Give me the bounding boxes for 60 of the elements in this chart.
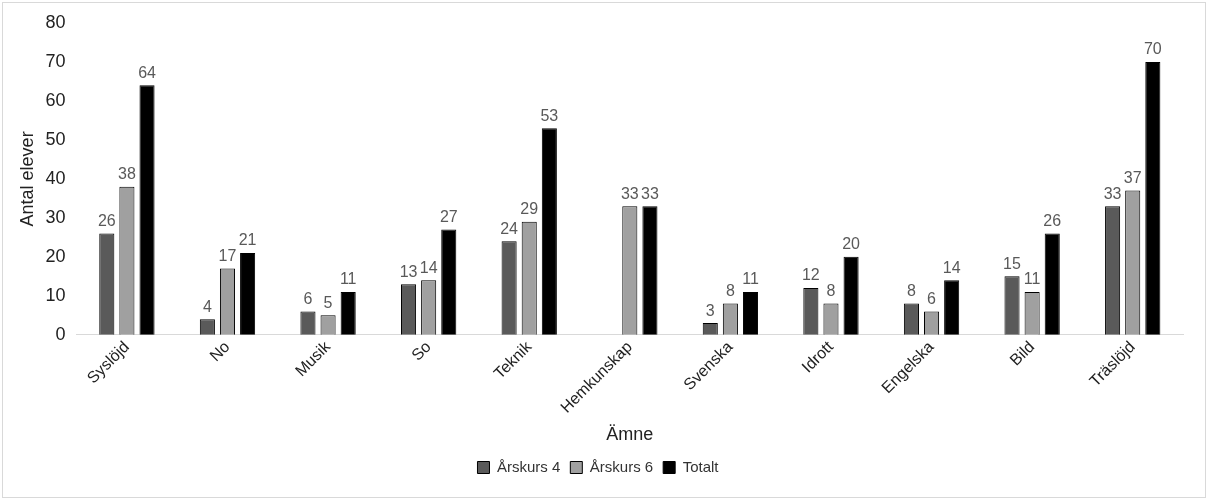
y-tick-label: 80	[45, 11, 66, 32]
data-label: 17	[218, 246, 237, 264]
data-label: 11	[1023, 270, 1041, 288]
data-label: 6	[303, 289, 313, 307]
data-label: 21	[238, 231, 257, 249]
x-tick-label: Bild	[1006, 337, 1038, 369]
legend-label: Årskurs 6	[589, 457, 654, 475]
x-tick-label: So	[408, 337, 434, 364]
bar	[944, 280, 960, 335]
data-label: 4	[202, 297, 212, 315]
data-label: 12	[801, 266, 820, 284]
data-label: 13	[399, 262, 418, 280]
bar	[340, 291, 356, 335]
data-label: 38	[118, 165, 136, 183]
y-tick-label: 70	[45, 50, 66, 71]
y-tick-label: 10	[45, 284, 66, 305]
data-label: 11	[742, 270, 759, 288]
bar	[441, 229, 457, 335]
bar	[642, 206, 658, 335]
data-label: 8	[906, 282, 916, 300]
data-label: 33	[641, 184, 659, 202]
data-label: 20	[842, 235, 861, 253]
y-tick-label: 50	[45, 128, 66, 149]
data-label: 8	[826, 282, 836, 300]
bar	[240, 252, 256, 335]
x-axis-title: Ämne	[606, 424, 654, 445]
data-label: 27	[439, 207, 458, 225]
legend-label: Årskurs 4	[496, 457, 561, 475]
data-label: 5	[323, 293, 333, 311]
bar	[1044, 233, 1060, 335]
data-label: 70	[1143, 40, 1162, 58]
data-label: 6	[927, 289, 937, 307]
y-axis-title: Antal elever	[16, 131, 37, 227]
data-label: 3	[705, 301, 715, 319]
data-label: 26	[1043, 211, 1062, 229]
bar	[843, 256, 859, 335]
data-label: 37	[1123, 169, 1142, 186]
y-tick-label: 30	[45, 206, 66, 227]
bar	[541, 128, 557, 335]
data-label: 11	[339, 270, 357, 288]
data-label: 14	[942, 258, 961, 276]
bar	[742, 291, 759, 335]
data-label: 15	[1003, 254, 1022, 272]
y-tick-label: 40	[45, 167, 66, 188]
bar	[139, 85, 155, 335]
data-label: 53	[540, 106, 559, 124]
legend-label: Totalt	[682, 457, 720, 475]
data-label: 29	[520, 200, 539, 218]
data-label: 26	[97, 211, 116, 229]
y-tick-label: 20	[45, 245, 66, 266]
data-label: 33	[1103, 184, 1122, 202]
data-label: 14	[419, 258, 438, 276]
bar	[1145, 61, 1161, 335]
data-label: 8	[725, 282, 735, 300]
y-tick-label: 60	[45, 89, 66, 110]
data-label: 64	[138, 63, 157, 81]
x-tick-label: No	[206, 337, 233, 365]
y-tick-label: 0	[55, 323, 66, 344]
data-label: 24	[500, 219, 519, 237]
data-label: 33	[620, 184, 639, 202]
